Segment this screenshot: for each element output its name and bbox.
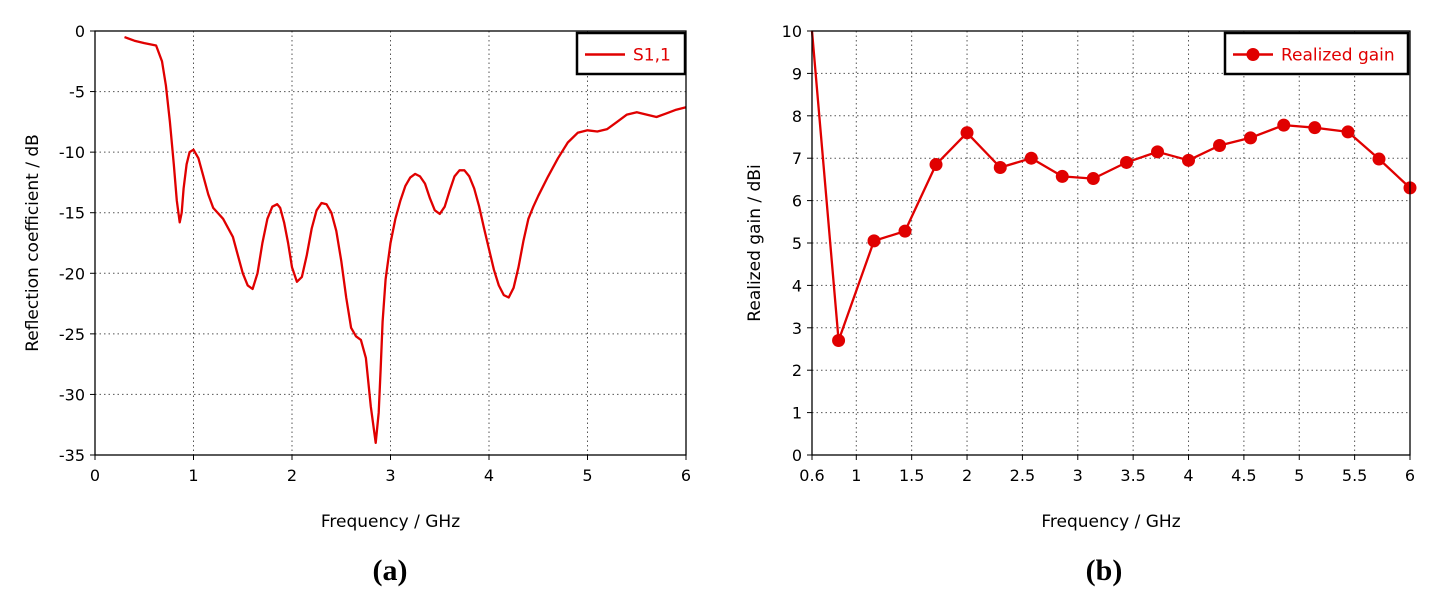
- x-tick-label: 4: [1183, 466, 1193, 485]
- y-tick-label: -30: [59, 385, 85, 404]
- x-tick-label: 0.6: [799, 466, 824, 485]
- y-tick-label: -5: [69, 83, 85, 102]
- x-tick-label: 3: [385, 466, 395, 485]
- chart-a-series: [124, 36, 687, 445]
- chart-a-x-axis-label: Frequency / GHz: [321, 512, 460, 532]
- chart-b-realized-gain: 0.6 1 1.5 2 2.5 3 3.5 4 4.5 5 5.5 6 0 1 2 3 4 5 6 7 8 9 10 Rea…: [745, 22, 1417, 587]
- data-point: [1244, 131, 1258, 145]
- x-tick-label: 5: [582, 466, 592, 485]
- data-point: [1308, 121, 1322, 135]
- y-tick-label: 8: [792, 107, 802, 126]
- x-tick-label: 6: [681, 466, 691, 485]
- chart-b-plot-frame: [811, 30, 1411, 456]
- data-point: [1024, 151, 1038, 165]
- x-tick-label: 3: [1073, 466, 1083, 485]
- x-tick-label: 4.5: [1231, 466, 1256, 485]
- data-point: [1120, 155, 1134, 169]
- chart-a-reflection-coefficient: 0 1 2 3 4 5 6 0 -5 -10 -15 -20 -25 -30 -35 S1,1 Freque…: [23, 22, 691, 587]
- chart-b-series: [810, 30, 1417, 348]
- chart-a-ticks: 0 1 2 3 4 5 6 0 -5 -10 -15 -20 -25 -30 -35: [59, 22, 691, 485]
- x-tick-label: 4: [484, 466, 494, 485]
- chart-b-legend-label: Realized gain: [1281, 46, 1395, 66]
- chart-b-legend-marker: [1246, 48, 1260, 61]
- chart-a-plot-frame: [94, 30, 687, 456]
- y-tick-label: 1: [792, 404, 802, 423]
- data-point: [1182, 153, 1196, 167]
- data-point: [1372, 152, 1386, 166]
- y-tick-label: -25: [59, 325, 85, 344]
- data-point: [1277, 118, 1291, 132]
- x-tick-label: 1: [851, 466, 861, 485]
- data-point: [993, 161, 1007, 175]
- x-tick-label: 2.5: [1010, 466, 1035, 485]
- chart-b-legend: Realized gain: [1223, 31, 1410, 76]
- x-tick-label: 6: [1405, 466, 1415, 485]
- x-tick-label: 3.5: [1120, 466, 1145, 485]
- chart-a-panel-label: (a): [373, 554, 408, 587]
- x-tick-label: 0: [90, 466, 100, 485]
- x-tick-label: 2: [962, 466, 972, 485]
- chart-b-y-axis-label: Realized gain / dBi: [745, 164, 765, 321]
- data-point: [1213, 138, 1227, 152]
- x-tick-label: 2: [287, 466, 297, 485]
- data-point: [1151, 145, 1165, 159]
- x-tick-label: 5: [1294, 466, 1304, 485]
- y-tick-label: 5: [792, 234, 802, 253]
- data-point: [929, 158, 943, 172]
- series-line: [810, 30, 1411, 342]
- data-point: [898, 224, 912, 238]
- y-tick-label: 0: [792, 446, 802, 465]
- y-tick-label: 7: [792, 149, 802, 168]
- x-tick-label: 1: [188, 466, 198, 485]
- chart-a-legend: S1,1: [575, 31, 687, 76]
- y-tick-label: -20: [59, 264, 85, 283]
- y-tick-label: 0: [75, 22, 85, 41]
- y-tick-label: 6: [792, 192, 802, 211]
- y-tick-label: 3: [792, 319, 802, 338]
- x-tick-label: 1.5: [899, 466, 924, 485]
- data-point: [960, 126, 974, 140]
- data-point: [1341, 125, 1355, 139]
- data-point: [832, 334, 846, 348]
- y-tick-label: 10: [782, 22, 802, 41]
- chart-a-y-axis-label: Reflection coefficient / dB: [23, 134, 43, 352]
- chart-b-ticks: 0.6 1 1.5 2 2.5 3 3.5 4 4.5 5 5.5 6 0 1 2 3 4 5 6 7 8 9 10: [782, 22, 1415, 485]
- y-tick-label: 9: [792, 64, 802, 83]
- y-tick-label: -10: [59, 143, 85, 162]
- data-point: [1055, 169, 1069, 183]
- y-tick-label: 4: [792, 276, 802, 295]
- y-tick-label: -35: [59, 446, 85, 465]
- series-line: [124, 36, 687, 445]
- data-point: [867, 234, 881, 248]
- chart-a-legend-label: S1,1: [633, 46, 671, 66]
- data-point: [1086, 172, 1100, 186]
- x-tick-label: 5.5: [1342, 466, 1367, 485]
- y-tick-label: -15: [59, 204, 85, 223]
- chart-b-x-axis-label: Frequency / GHz: [1041, 512, 1180, 532]
- chart-b-panel-label: (b): [1086, 554, 1123, 587]
- chart-b-grid: [812, 31, 1410, 455]
- y-tick-label: 2: [792, 361, 802, 380]
